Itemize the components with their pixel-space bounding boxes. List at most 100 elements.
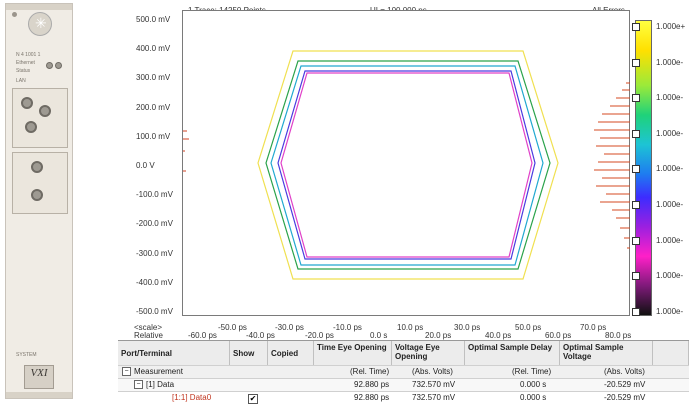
table-row[interactable]: − Measurement (Rel. Time) (Abs. Volts) (R… (118, 365, 689, 379)
x-relative-tick-label: 60.0 ps (545, 331, 572, 340)
cell-sample-voltage: (Abs. Volts) (604, 367, 645, 376)
x-relative-tick-label: -60.0 ps (188, 331, 217, 340)
cell-sample-voltage: -20.529 mV (604, 380, 646, 389)
cell-delay: (Rel. Time) (512, 367, 552, 376)
cell-delay: 0.000 s (520, 393, 547, 402)
y-tick-label: 0.0 V (136, 161, 155, 170)
col-voltage-eye[interactable]: Voltage Eye Opening (392, 341, 465, 365)
cell-voltage: 732.570 mV (412, 393, 456, 402)
module-model-label: N 4 1001 1 (16, 52, 41, 58)
eye-diagram-svg (183, 50, 559, 280)
cell-time: 92.880 ps (354, 380, 390, 389)
connector-panel-upper (12, 88, 68, 148)
star-logo-icon: ✳ (28, 12, 52, 36)
row-label: − [1] Data (134, 380, 174, 390)
eye-contour-yellow (257, 50, 559, 280)
col-copied[interactable]: Copied (268, 341, 314, 365)
colorbar-marker-handle[interactable] (632, 165, 640, 174)
y-tick-label: 400.0 mV (136, 44, 171, 54)
x-relative-tick-label: 80.0 ps (605, 331, 632, 340)
hardware-module-image: ✳ N 4 1001 1 Ethernet Status LAN SYSTEM … (5, 3, 73, 399)
colorbar-label: 1.000e- (656, 271, 684, 281)
cell-voltage: (Abs. Volts) (412, 367, 453, 376)
colorbar-label: 1.000e- (656, 306, 684, 316)
y-tick-label: 100.0 mV (136, 131, 171, 141)
col-show[interactable]: Show (230, 341, 268, 365)
table-row[interactable]: [1:1] Data0 ✔ 92.880 ps 732.570 mV 0.000… (118, 391, 689, 405)
colorbar-label: 1.000e- (656, 200, 684, 209)
screw-icon (12, 12, 17, 17)
connector-icon (31, 189, 43, 201)
row-label-link[interactable]: [1:1] Data0 (172, 393, 212, 402)
collapse-icon[interactable]: − (122, 367, 131, 377)
cell-voltage: 732.570 mV (412, 380, 456, 389)
col-extra (653, 341, 689, 365)
col-optimal-delay[interactable]: Optimal Sample Delay (465, 341, 560, 365)
colorbar-label: 1.000e- (656, 128, 684, 138)
x-tick-label: 10.0 ps (397, 323, 424, 332)
y-tick-label: -300.0 mV (136, 248, 173, 258)
x-tick-label: 50.0 ps (515, 323, 542, 332)
connector-icon (31, 161, 43, 173)
colorbar-label: 1.000e- (656, 164, 684, 174)
module-lan-label: LAN (16, 78, 26, 84)
left-histogram (183, 130, 189, 172)
connector-panel-lower (12, 152, 68, 214)
x-relative-tick-label: -40.0 ps (246, 331, 275, 340)
x-scale-label: <scale> (134, 323, 163, 332)
colorbar-label: 1.000e+ (656, 22, 686, 31)
x-tick-label: -50.0 ps (218, 323, 247, 332)
colorbar-marker-handle[interactable] (632, 201, 640, 209)
show-checkbox[interactable]: ✔ (248, 394, 258, 404)
x-tick-label: 70.0 ps (580, 323, 607, 332)
eye-contour-green (265, 60, 551, 270)
x-relative-label: Relative (134, 331, 163, 340)
colorbar-marker-handle[interactable] (632, 272, 640, 281)
module-top-strip (6, 4, 72, 10)
colorbar-marker-handle[interactable] (632, 58, 640, 67)
x-tick-label: 30.0 ps (454, 323, 481, 332)
x-relative-tick-label: 20.0 ps (425, 331, 452, 340)
colorbar-marker-handle[interactable] (632, 307, 640, 316)
x-relative-tick-label: -20.0 ps (305, 331, 334, 340)
right-histogram (594, 82, 630, 249)
x-tick-label: -30.0 ps (275, 323, 304, 332)
cell-time: 92.880 ps (354, 393, 390, 402)
colorbar-label: 1.000e- (656, 235, 684, 245)
y-tick-label: -100.0 mV (136, 190, 173, 200)
y-tick-label: 300.0 mV (136, 73, 171, 83)
cell-time: (Rel. Time) (350, 367, 390, 376)
colorbar-marker-handle[interactable] (632, 236, 640, 245)
module-system-label: SYSTEM (16, 352, 37, 358)
x-relative-tick-label: 40.0 ps (485, 331, 512, 340)
eye-contour-magenta (280, 72, 533, 258)
collapse-icon[interactable]: − (134, 380, 143, 390)
eye-contour-blue (277, 70, 536, 260)
y-tick-label: 500.0 mV (136, 15, 171, 24)
colorbar-marker-handle[interactable] (632, 23, 640, 31)
x-tick-label: -10.0 ps (333, 323, 362, 332)
colorbar-marker-handle[interactable] (632, 129, 640, 138)
eye-contour-cyan (270, 65, 544, 266)
connector-icon (25, 121, 37, 133)
status-led-icon (55, 62, 62, 69)
row-label: − Measurement (122, 367, 183, 377)
vxi-badge: VXI (24, 365, 54, 389)
col-optimal-voltage[interactable]: Optimal Sample Voltage (560, 341, 653, 365)
table-row[interactable]: − [1] Data 92.880 ps 732.570 mV 0.000 s -… (118, 378, 689, 392)
colorbar-marker-handle[interactable] (632, 94, 640, 103)
colorbar-label: 1.000e- (656, 57, 684, 67)
colorbar-label: 1.000e- (656, 93, 684, 103)
module-bottom-strip (6, 392, 72, 398)
col-port-terminal[interactable]: Port/Terminal (118, 341, 230, 365)
connector-icon (39, 105, 51, 117)
y-tick-label: -200.0 mV (136, 219, 173, 229)
y-tick-label: -500.0 mV (136, 307, 173, 316)
cell-delay: 0.000 s (520, 380, 547, 389)
y-tick-label: -400.0 mV (136, 277, 173, 287)
y-tick-label: 200.0 mV (136, 102, 171, 112)
module-ethernet-label: Ethernet (16, 60, 35, 66)
col-time-eye[interactable]: Time Eye Opening (314, 341, 392, 365)
eye-diagram-plot[interactable] (182, 10, 630, 316)
measurement-table: Port/Terminal Show Copied Time Eye Openi… (118, 340, 689, 405)
